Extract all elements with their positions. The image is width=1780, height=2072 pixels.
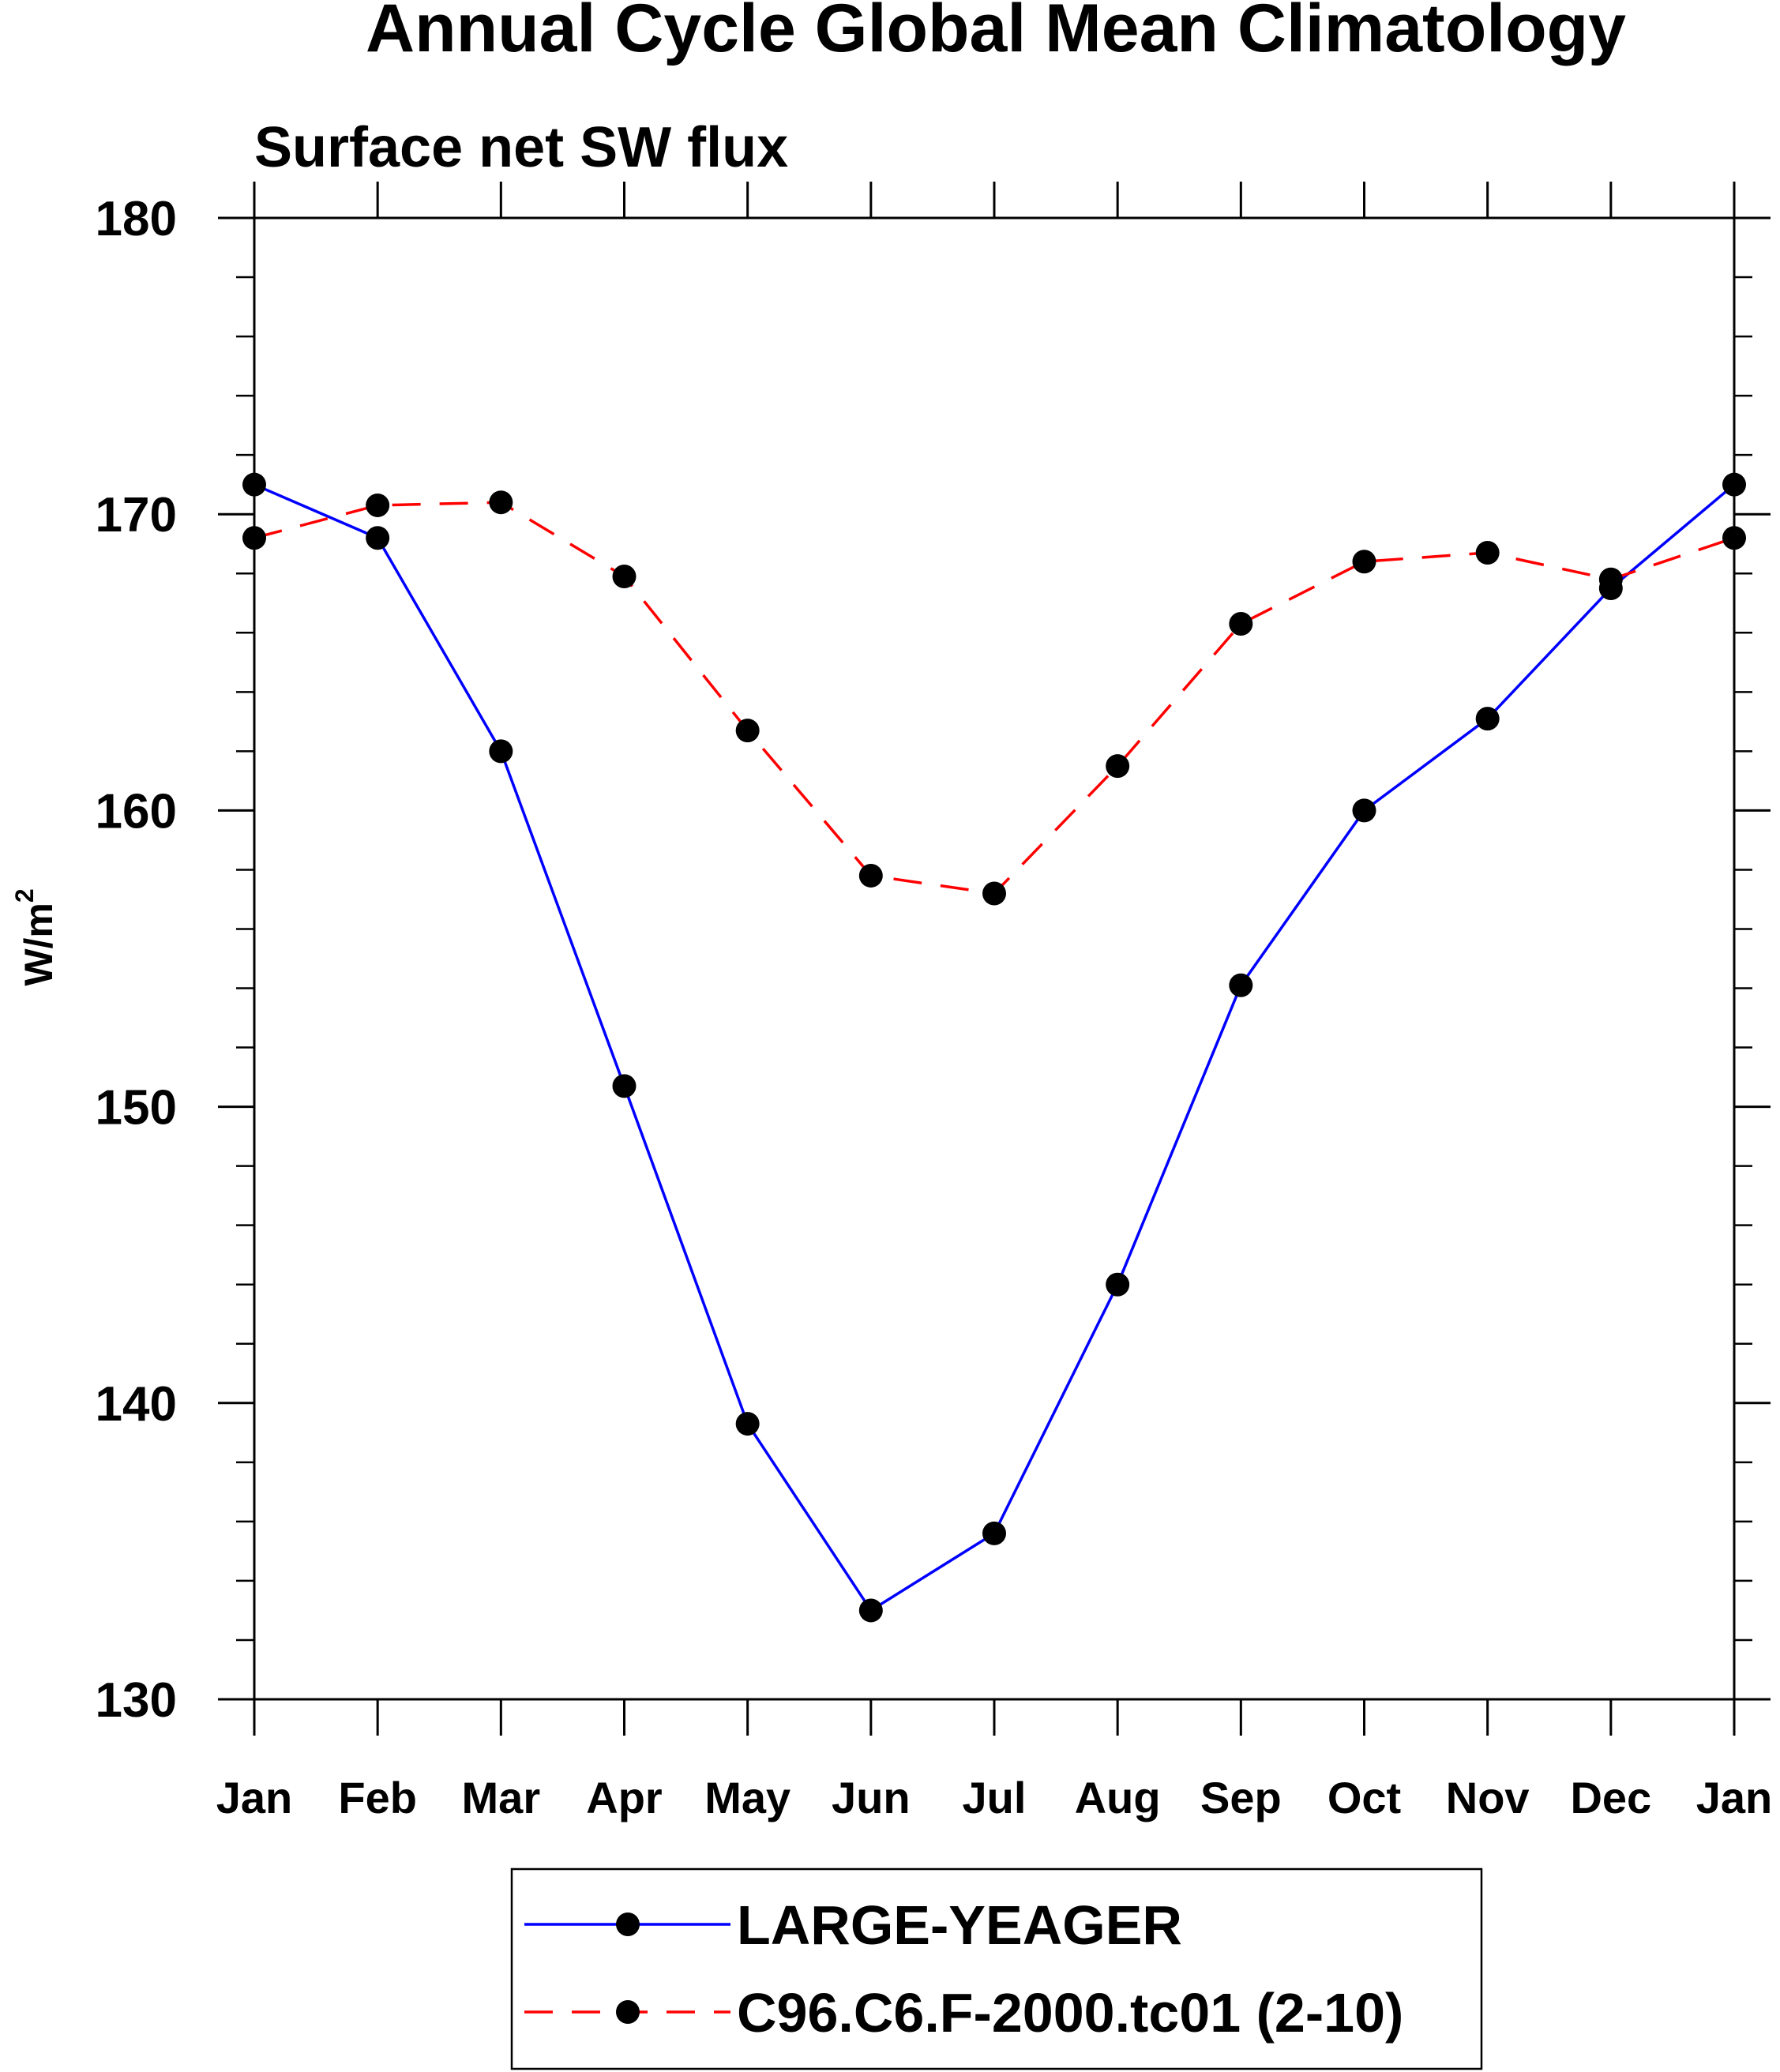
y-tick-label: 180	[96, 192, 177, 246]
series-1-point	[366, 526, 390, 550]
x-tick-label: Feb	[338, 1773, 417, 1822]
series-1-point	[1475, 707, 1500, 731]
series-1-point	[735, 1412, 760, 1436]
series-2-point	[1598, 567, 1623, 591]
series-2-point	[612, 564, 637, 588]
y-tick-label: 160	[96, 784, 177, 839]
series-2-point	[982, 881, 1006, 906]
x-tick-label: Jan	[216, 1773, 293, 1822]
y-tick-label: 150	[96, 1081, 177, 1135]
x-tick-label: Dec	[1570, 1773, 1651, 1822]
chart-subtitle: Surface net SW flux	[254, 116, 788, 179]
series-line-1	[253, 483, 1736, 1612]
series-layer	[242, 472, 1746, 1623]
svg-text:W/m2: W/m2	[10, 888, 61, 985]
series-1-point	[1106, 1272, 1130, 1297]
series-2-point	[366, 493, 390, 517]
x-tick-label: Mar	[462, 1773, 541, 1822]
series-2-point	[489, 490, 513, 515]
y-axis-label-superscript: 2	[10, 888, 39, 903]
x-tick-label: Jan	[1696, 1773, 1773, 1822]
series-1-point	[858, 1598, 883, 1623]
y-tick-label: 170	[96, 488, 177, 542]
series-1-point	[612, 1074, 637, 1098]
series-2-point	[1106, 754, 1130, 779]
series-1-point	[489, 739, 513, 764]
x-tick-label: Aug	[1075, 1773, 1161, 1822]
series-2-point	[858, 863, 883, 888]
chart-title: Annual Cycle Global Mean Climatology	[366, 0, 1626, 66]
series-1-point	[982, 1521, 1006, 1545]
series-line-2	[253, 501, 1735, 895]
y-tick-label: 130	[96, 1673, 177, 1728]
series-1-point	[1722, 472, 1746, 497]
legend-label-1: LARGE-YEAGER	[737, 1894, 1182, 1956]
legend-marker-2	[616, 2000, 640, 2024]
x-tick-label: Jul	[963, 1773, 1027, 1822]
series-1-point	[242, 472, 266, 497]
x-tick-label: Oct	[1327, 1773, 1401, 1822]
legend-marker-1	[616, 1912, 640, 1936]
x-tick-label: Sep	[1200, 1773, 1282, 1822]
plot-frame	[253, 216, 1736, 1701]
x-tick-label: Jun	[832, 1773, 911, 1822]
series-2-point	[242, 526, 266, 550]
series-2-point	[1722, 526, 1746, 550]
legend-box	[510, 1867, 1483, 2070]
y-axis-label: W/m2	[10, 888, 61, 985]
series-2-point	[735, 719, 760, 743]
x-tick-label: Apr	[586, 1773, 662, 1822]
series-1-point	[1352, 798, 1376, 823]
x-tick-label: Nov	[1446, 1773, 1530, 1822]
x-tick-label: May	[704, 1773, 790, 1822]
series-1-point	[1229, 973, 1253, 997]
plot-axes	[253, 216, 1736, 1701]
legend-label-2: C96.C6.F-2000.tc01 (2-10)	[737, 1982, 1403, 2044]
axis-ticks: Jan Feb Mar Apr May Jun Jul Aug Sep Oct Nov Dec Jan 1…	[96, 182, 1773, 1822]
series-2-point	[1475, 540, 1500, 565]
y-axis-label-text: W/m	[17, 903, 61, 986]
series-2-point	[1352, 550, 1376, 574]
series-2-point	[1229, 612, 1253, 636]
legend: LARGE-YEAGER C96.C6.F-2000.tc01 (2-10)	[510, 1867, 1483, 2070]
y-tick-label: 140	[96, 1377, 177, 1432]
